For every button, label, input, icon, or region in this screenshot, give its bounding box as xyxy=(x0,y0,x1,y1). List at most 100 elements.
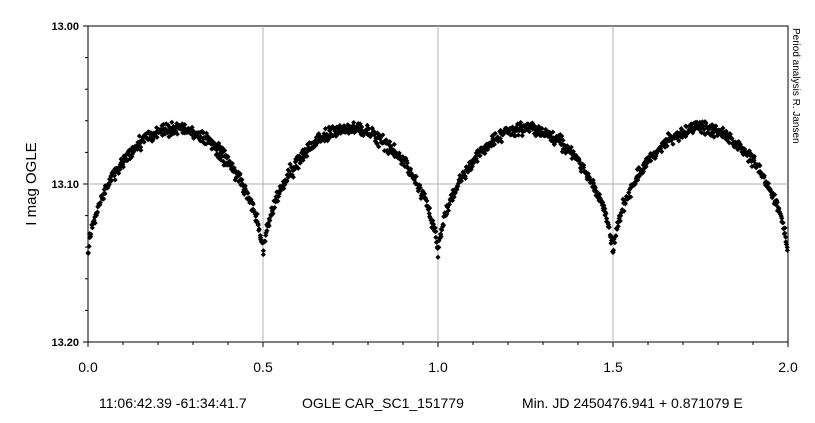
data-point xyxy=(674,129,680,136)
axes xyxy=(83,25,789,347)
data-point xyxy=(327,134,333,141)
data-point xyxy=(391,141,397,147)
data-point xyxy=(600,207,607,213)
data-point xyxy=(543,126,549,133)
data-point xyxy=(295,165,301,171)
data-point xyxy=(622,201,628,207)
data-point xyxy=(374,141,380,147)
data-point xyxy=(673,132,679,138)
data-point xyxy=(358,126,364,132)
data-point xyxy=(709,122,715,128)
data-point xyxy=(780,220,786,226)
data-point xyxy=(473,156,479,162)
data-point xyxy=(703,120,709,126)
data-point xyxy=(682,129,688,135)
data-point xyxy=(491,141,497,147)
data-point xyxy=(404,160,410,166)
data-point xyxy=(462,175,469,181)
data-point xyxy=(628,194,634,200)
data-point xyxy=(285,167,291,173)
data-point xyxy=(297,160,303,166)
data-point xyxy=(619,209,625,215)
data-point xyxy=(458,178,465,184)
data-point xyxy=(326,128,333,134)
data-point xyxy=(578,168,584,175)
data-point xyxy=(435,254,441,260)
data-point xyxy=(482,150,488,156)
data-point xyxy=(597,195,603,202)
data-point xyxy=(300,147,306,153)
data-point xyxy=(349,129,355,135)
side-note: Period analysis R. Jansen xyxy=(790,28,801,144)
data-point xyxy=(474,158,480,165)
data-point xyxy=(537,125,543,131)
data-point xyxy=(616,215,622,222)
data-point xyxy=(500,132,506,138)
data-point xyxy=(550,129,556,135)
data-point xyxy=(285,174,291,180)
data-point xyxy=(719,134,725,140)
data-point xyxy=(304,153,310,159)
x-tick-label: 1.0 xyxy=(428,359,448,375)
data-point xyxy=(636,173,642,180)
data-point xyxy=(97,199,103,206)
data-point xyxy=(426,210,432,217)
data-point xyxy=(315,139,321,146)
data-point xyxy=(529,120,535,126)
data-point xyxy=(260,248,266,254)
data-point xyxy=(100,196,107,202)
x-tick-label: 0.5 xyxy=(253,359,273,375)
data-point xyxy=(581,162,587,168)
data-point xyxy=(592,185,598,191)
data-point xyxy=(364,130,370,136)
data-point xyxy=(509,131,515,138)
data-point xyxy=(774,199,780,205)
data-point xyxy=(266,223,272,229)
data-point xyxy=(615,223,621,229)
data-point xyxy=(427,205,433,211)
y-tick-label: 13.20 xyxy=(51,337,79,349)
data-point xyxy=(776,206,782,212)
data-point xyxy=(735,146,741,153)
data-point xyxy=(670,141,676,147)
x-tick-label: 2.0 xyxy=(778,359,798,375)
data-point xyxy=(393,149,399,155)
data-point xyxy=(436,244,442,251)
footer-star-id: OGLE CAR_SC1_151779 xyxy=(302,395,464,411)
data-point xyxy=(455,180,462,186)
data-point xyxy=(341,126,347,132)
data-point xyxy=(408,166,414,172)
data-point xyxy=(88,233,94,240)
data-point xyxy=(576,158,582,164)
data-point xyxy=(118,156,124,162)
data-point xyxy=(503,125,509,131)
data-point xyxy=(222,147,228,154)
data-point xyxy=(608,240,614,246)
data-point xyxy=(711,128,718,135)
data-point xyxy=(643,164,649,170)
data-point xyxy=(304,149,310,155)
data-point xyxy=(138,144,144,150)
data-point xyxy=(160,121,167,128)
data-point xyxy=(727,131,733,137)
data-point xyxy=(737,141,743,147)
data-point xyxy=(604,215,610,222)
data-point xyxy=(526,128,532,135)
data-point xyxy=(102,191,108,197)
data-point xyxy=(298,155,304,161)
data-point xyxy=(250,201,256,207)
data-point xyxy=(597,191,603,197)
data-point xyxy=(383,137,389,143)
data-point xyxy=(256,226,262,232)
data-point xyxy=(567,147,574,153)
data-point xyxy=(284,178,290,184)
data-point xyxy=(446,201,452,208)
data-point xyxy=(436,238,442,244)
data-point xyxy=(346,130,352,136)
data-point xyxy=(612,240,618,246)
data-point xyxy=(242,183,248,189)
data-point xyxy=(267,217,273,224)
data-point xyxy=(699,119,706,125)
data-point xyxy=(476,148,482,154)
data-point xyxy=(345,122,351,128)
